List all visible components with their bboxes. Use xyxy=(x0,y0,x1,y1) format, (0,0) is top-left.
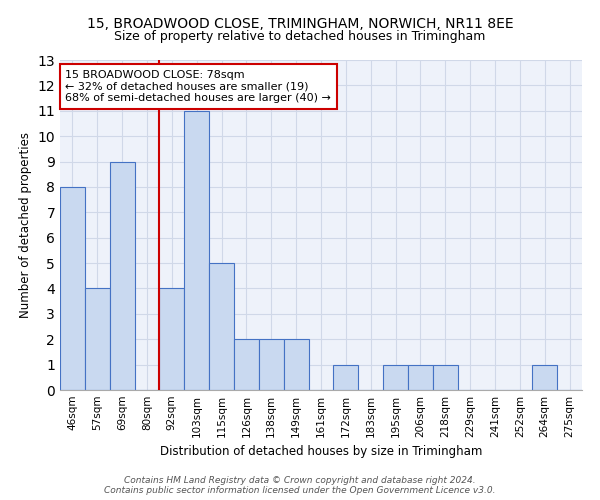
X-axis label: Distribution of detached houses by size in Trimingham: Distribution of detached houses by size … xyxy=(160,446,482,458)
Text: Size of property relative to detached houses in Trimingham: Size of property relative to detached ho… xyxy=(115,30,485,43)
Bar xyxy=(433,364,458,390)
Bar xyxy=(85,288,110,390)
Bar xyxy=(259,339,284,390)
Text: 15, BROADWOOD CLOSE, TRIMINGHAM, NORWICH, NR11 8EE: 15, BROADWOOD CLOSE, TRIMINGHAM, NORWICH… xyxy=(86,18,514,32)
Bar xyxy=(110,162,134,390)
Bar xyxy=(334,364,358,390)
Bar xyxy=(408,364,433,390)
Bar xyxy=(383,364,408,390)
Bar xyxy=(532,364,557,390)
Bar xyxy=(184,111,209,390)
Bar xyxy=(209,263,234,390)
Bar xyxy=(284,339,308,390)
Bar xyxy=(234,339,259,390)
Text: 15 BROADWOOD CLOSE: 78sqm
← 32% of detached houses are smaller (19)
68% of semi-: 15 BROADWOOD CLOSE: 78sqm ← 32% of detac… xyxy=(65,70,331,103)
Bar xyxy=(60,187,85,390)
Text: Contains HM Land Registry data © Crown copyright and database right 2024.
Contai: Contains HM Land Registry data © Crown c… xyxy=(104,476,496,495)
Bar xyxy=(160,288,184,390)
Y-axis label: Number of detached properties: Number of detached properties xyxy=(19,132,32,318)
